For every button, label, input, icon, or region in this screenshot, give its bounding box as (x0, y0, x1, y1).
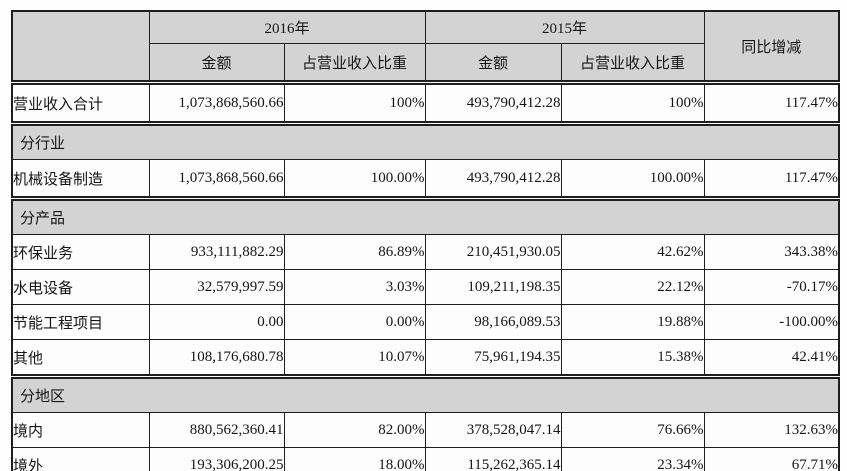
row-energy-saving-projects: 节能工程项目 0.00 0.00% 98,166,089.53 19.88% -… (11, 304, 840, 340)
ratio-2016-cell: 100% (283, 80, 426, 124)
ratio-2016-header: 占营业收入比重 (283, 43, 426, 83)
amount-2016-cell: 880,562,360.41 (148, 412, 285, 448)
amount-2016-cell: 933,111,882.29 (148, 234, 285, 270)
yoy-cell: 132.63% (703, 412, 840, 448)
amount-2016-cell: 193,306,200.25 (148, 447, 285, 471)
yoy-cell: -70.17% (703, 269, 840, 305)
row-other: 其他 108,176,680.78 10.07% 75,961,194.35 1… (11, 339, 840, 377)
amount-2016-cell: 0.00 (148, 304, 285, 340)
row-label: 机械设备制造 (11, 159, 150, 199)
ratio-2015-cell: 100.00% (560, 159, 705, 199)
ratio-2016-cell: 10.07% (283, 339, 426, 377)
ratio-2015-cell: 23.34% (560, 447, 705, 471)
row-domestic: 境内 880,562,360.41 82.00% 378,528,047.14 … (11, 412, 840, 448)
yoy-cell: 42.41% (703, 339, 840, 377)
amount-2016-cell: 1,073,868,560.66 (148, 159, 285, 199)
amount-2015-cell: 210,451,930.05 (424, 234, 562, 270)
row-label: 营业收入合计 (11, 80, 150, 124)
row-label: 其他 (11, 339, 150, 377)
ratio-2016-cell: 82.00% (283, 412, 426, 448)
row-overseas: 境外 193,306,200.25 18.00% 115,262,365.14 … (11, 447, 840, 471)
amount-2015-cell: 98,166,089.53 (424, 304, 562, 340)
ratio-2016-cell: 100.00% (283, 159, 426, 199)
row-label: 水电设备 (11, 269, 150, 305)
amount-2015-header: 金额 (424, 43, 562, 83)
ratio-2015-cell: 19.88% (560, 304, 705, 340)
amount-2015-cell: 493,790,412.28 (424, 159, 562, 199)
section-by-product: 分产品 (11, 196, 840, 235)
amount-2015-cell: 115,262,365.14 (424, 447, 562, 471)
row-label: 境外 (11, 447, 150, 471)
amount-2016-cell: 108,176,680.78 (148, 339, 285, 377)
ratio-2015-cell: 76.66% (560, 412, 705, 448)
ratio-2016-cell: 3.03% (283, 269, 426, 305)
row-label: 节能工程项目 (11, 304, 150, 340)
row-machinery-equipment-manufacturing: 机械设备制造 1,073,868,560.66 100.00% 493,790,… (11, 159, 840, 199)
blank-corner-cell (11, 10, 150, 83)
amount-2016-cell: 1,073,868,560.66 (148, 80, 285, 124)
yoy-change-header: 同比增减 (703, 10, 840, 83)
section-by-industry: 分行业 (11, 121, 840, 160)
year-2015-header: 2015年 (424, 10, 705, 44)
sub-header-row: 金额 占营业收入比重 金额 占营业收入比重 (12, 43, 839, 83)
amount-2016-header: 金额 (148, 43, 285, 83)
section-title: 分行业 (11, 121, 840, 160)
ratio-2015-header: 占营业收入比重 (560, 43, 705, 83)
yoy-cell: 67.71% (703, 447, 840, 471)
row-label: 环保业务 (11, 234, 150, 270)
amount-2016-cell: 32,579,997.59 (148, 269, 285, 305)
section-title: 分地区 (11, 374, 840, 413)
ratio-2015-cell: 15.38% (560, 339, 705, 377)
revenue-breakdown-table: 2016年 2015年 同比增减 金额 占营业收入比重 金额 占营业收入比重 营… (11, 10, 841, 471)
ratio-2016-cell: 18.00% (283, 447, 426, 471)
row-hydropower-equipment: 水电设备 32,579,997.59 3.03% 109,211,198.35 … (11, 269, 840, 305)
ratio-2015-cell: 22.12% (560, 269, 705, 305)
ratio-2016-cell: 0.00% (283, 304, 426, 340)
section-by-region: 分地区 (11, 374, 840, 413)
yoy-cell: 343.38% (703, 234, 840, 270)
row-label: 境内 (11, 412, 150, 448)
year-2016-header: 2016年 (148, 10, 426, 44)
ratio-2016-cell: 86.89% (283, 234, 426, 270)
ratio-2015-cell: 42.62% (560, 234, 705, 270)
yoy-cell: -100.00% (703, 304, 840, 340)
ratio-2015-cell: 100% (560, 80, 705, 124)
amount-2015-cell: 378,528,047.14 (424, 412, 562, 448)
amount-2015-cell: 75,961,194.35 (424, 339, 562, 377)
section-title: 分产品 (11, 196, 840, 235)
row-operating-revenue-total: 营业收入合计 1,073,868,560.66 100% 493,790,412… (11, 80, 840, 124)
amount-2015-cell: 493,790,412.28 (424, 80, 562, 124)
row-environmental-protection-business: 环保业务 933,111,882.29 86.89% 210,451,930.0… (11, 234, 840, 270)
amount-2015-cell: 109,211,198.35 (424, 269, 562, 305)
yoy-cell: 117.47% (703, 80, 840, 124)
year-header-row: 2016年 2015年 同比增减 (11, 10, 840, 83)
yoy-cell: 117.47% (703, 159, 840, 199)
